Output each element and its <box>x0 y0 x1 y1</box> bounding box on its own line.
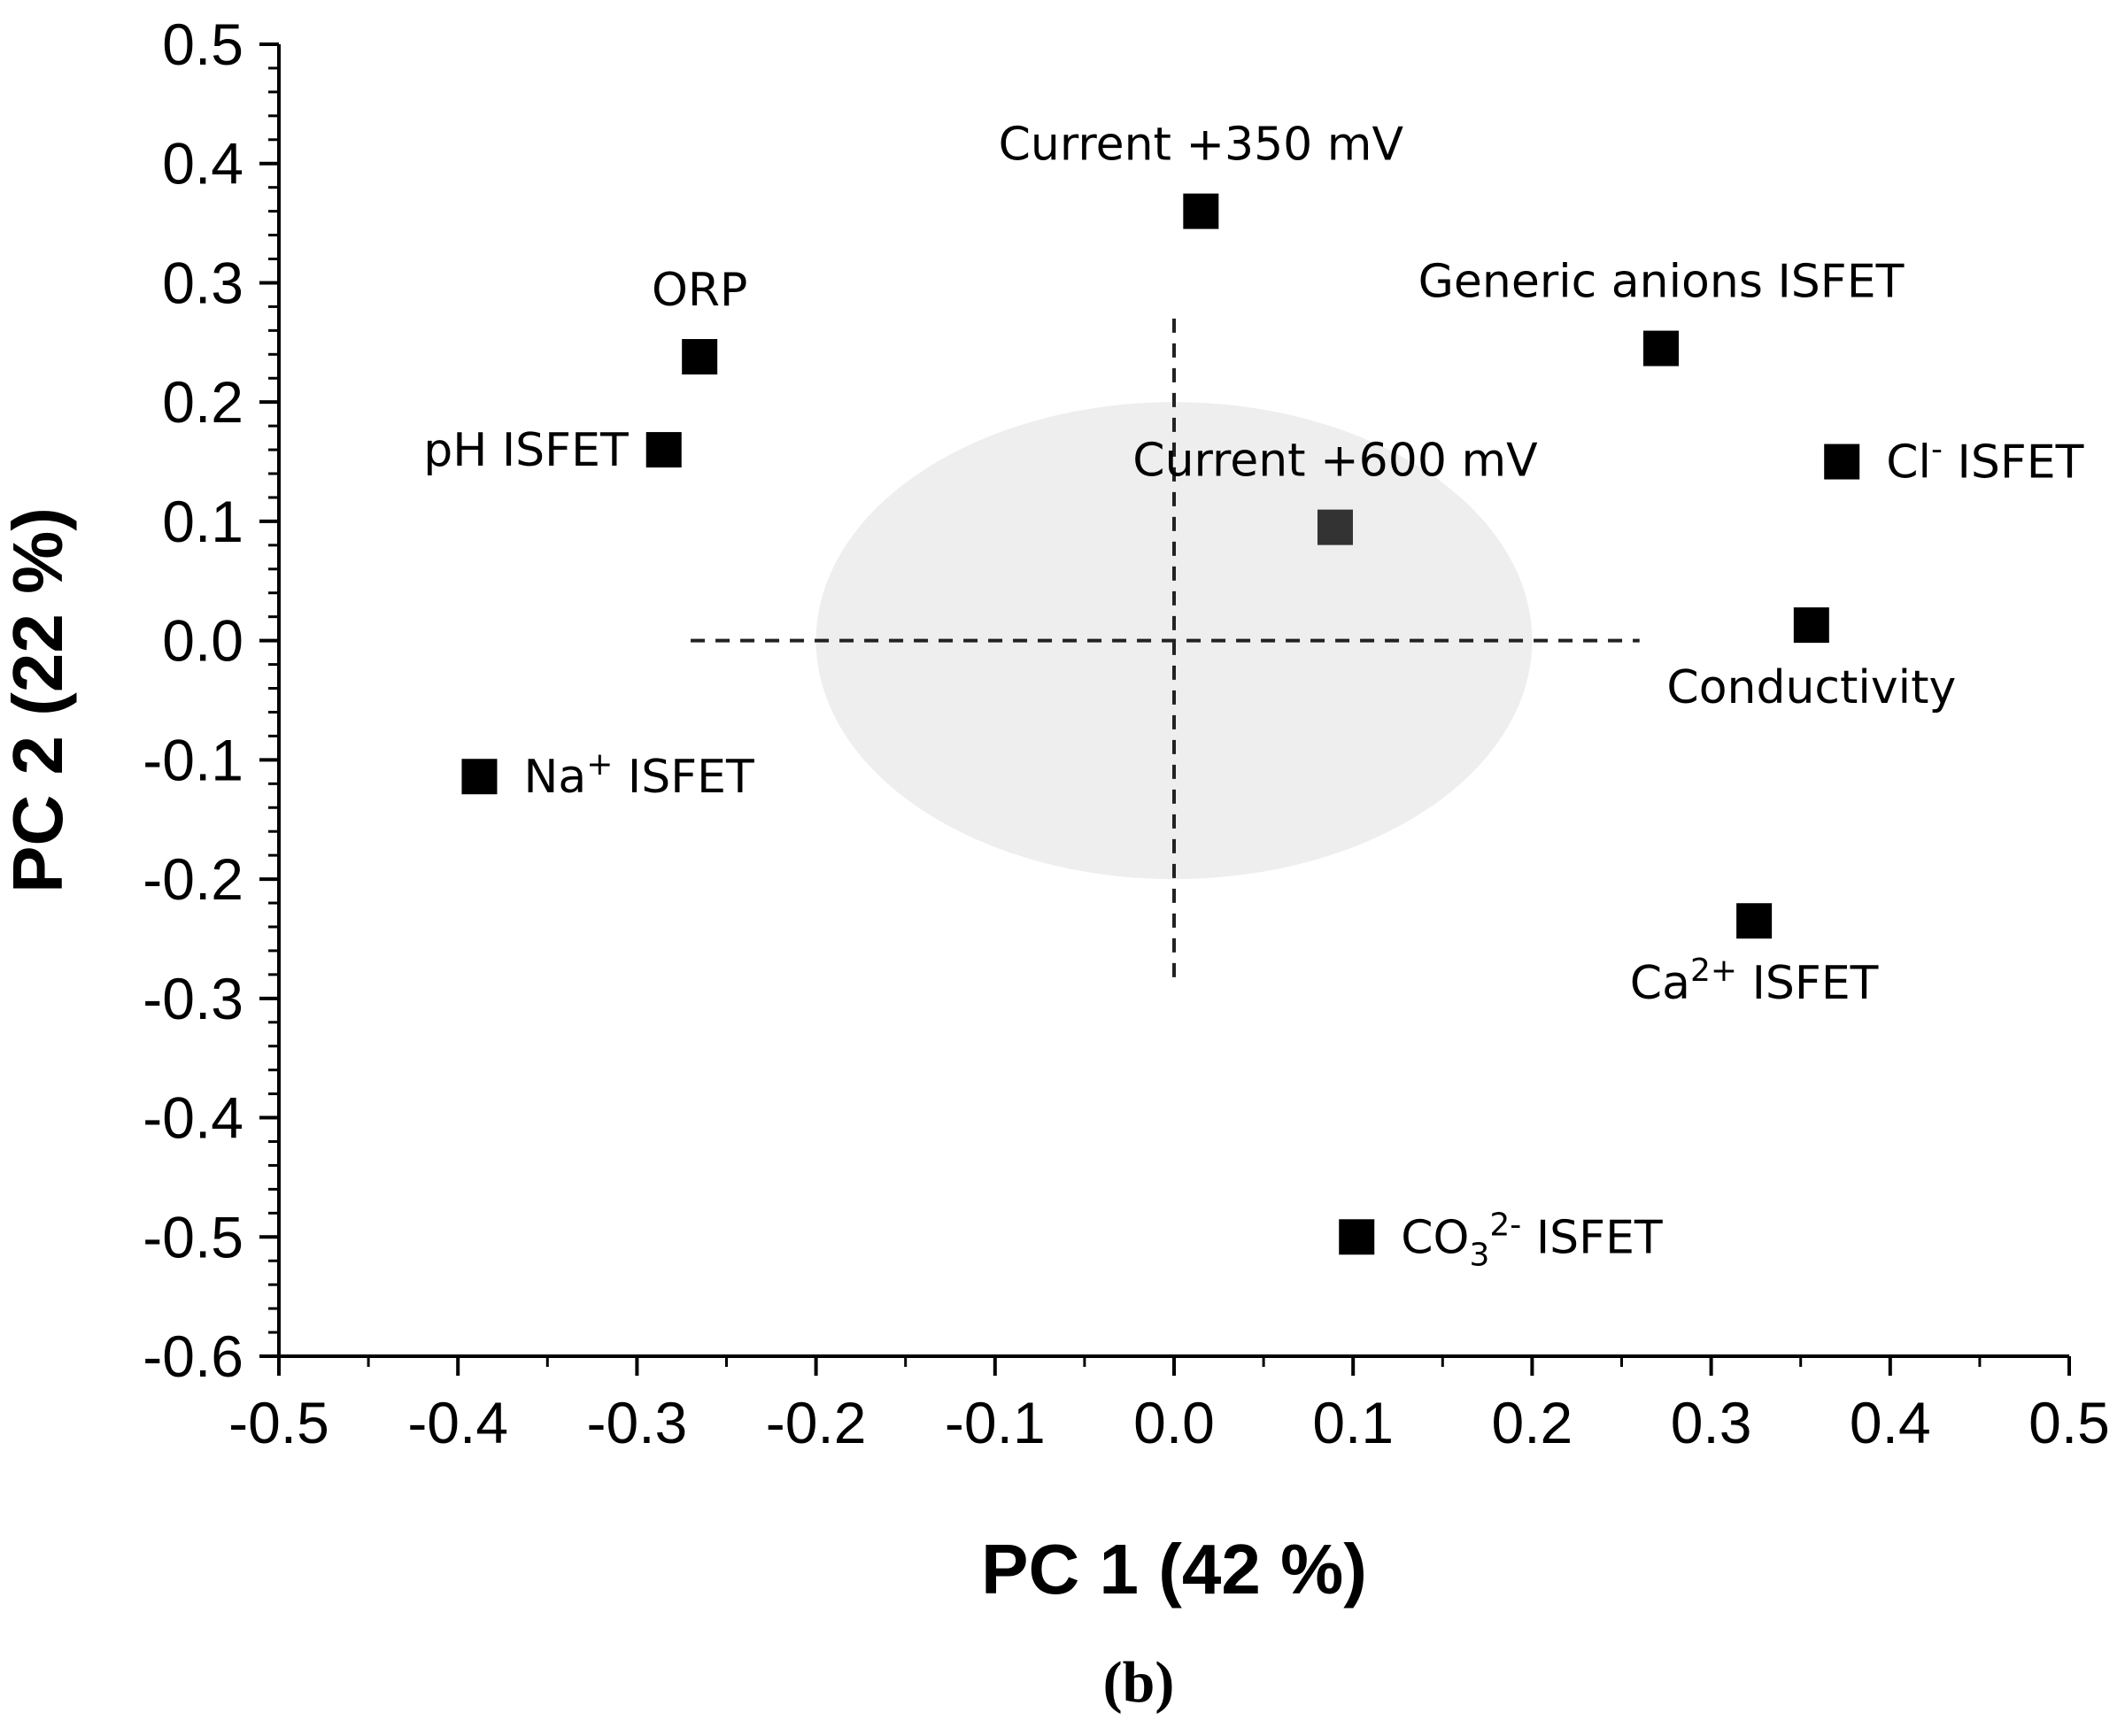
y-tick-label: 0.3 <box>162 250 243 315</box>
x-tick-label: 0.5 <box>2028 1390 2110 1455</box>
x-tick-label: -0.5 <box>228 1390 329 1455</box>
x-tick-label: -0.3 <box>587 1390 688 1455</box>
y-tick-label: -0.6 <box>143 1323 243 1389</box>
point-label-orp: ORP <box>652 264 747 317</box>
point-label-ca-isfet: Ca2+ ISFET <box>1630 953 1879 1010</box>
point-generic-anions <box>1642 330 1679 366</box>
point-label-conductivity: Conductivity <box>1666 661 1956 714</box>
point-na-isfet <box>461 759 498 795</box>
y-tick-label: -0.1 <box>143 727 243 792</box>
point-label-na-isfet: Na+ ISFET <box>523 746 754 804</box>
point-label-current-350: Current +350 mV <box>999 119 1404 172</box>
y-tick-label: 0.4 <box>162 131 243 197</box>
y-axis-title: PC 2 (22 %) <box>0 507 77 893</box>
point-current-350 <box>1183 193 1219 229</box>
point-label-generic-anions: Generic anions ISFET <box>1418 256 1905 309</box>
point-label-current-600: Current +600 mV <box>1132 435 1538 488</box>
x-axis-title: PC 1 (42 %) <box>981 1530 1367 1609</box>
x-tick-label: 0.2 <box>1492 1390 1573 1455</box>
y-tick-label: 0.2 <box>162 369 243 435</box>
point-conductivity <box>1793 607 1829 644</box>
point-label-cl-isfet: Cl- ISFET <box>1886 432 2083 490</box>
point-label-co3-isfet: CO32- ISFET <box>1401 1207 1663 1273</box>
point-cl-isfet <box>1824 444 1860 480</box>
point-orp <box>682 338 718 374</box>
x-tick-label: 0.0 <box>1133 1390 1215 1455</box>
point-ph-isfet <box>645 432 682 468</box>
x-tick-label: -0.4 <box>407 1390 508 1455</box>
point-labels-layer: Current +350 mV ORP Generic anions ISFET pH… <box>423 119 2083 1274</box>
x-tick-label: -0.2 <box>766 1390 867 1455</box>
points-layer <box>461 193 1860 1255</box>
y-tick-label: -0.2 <box>143 846 243 912</box>
x-tick-label: 0.4 <box>1850 1390 1931 1455</box>
ticks-layer: -0.5 -0.4 -0.3 -0.2 -0.1 0.0 0.1 0.2 0.3 0.4 0.5 0.… <box>143 12 2110 1455</box>
point-label-ph-isfet: pH ISFET <box>423 424 629 477</box>
x-tick-label: -0.1 <box>945 1390 1046 1455</box>
figure-caption: (b) <box>1103 1650 1175 1715</box>
reference-lines-layer <box>691 318 1640 987</box>
x-tick-label: 0.3 <box>1671 1390 1752 1455</box>
point-co3-isfet <box>1339 1219 1375 1255</box>
y-tick-label: 0.5 <box>162 12 243 77</box>
y-tick-label: -0.5 <box>143 1204 243 1269</box>
y-tick-label: 0.1 <box>162 489 243 554</box>
y-tick-label: -0.4 <box>143 1085 243 1151</box>
point-ca-isfet <box>1736 903 1773 939</box>
point-current-600 <box>1317 509 1353 545</box>
y-tick-label: -0.3 <box>143 966 243 1031</box>
y-tick-label: 0.0 <box>162 608 243 674</box>
x-tick-label: 0.1 <box>1312 1390 1394 1455</box>
